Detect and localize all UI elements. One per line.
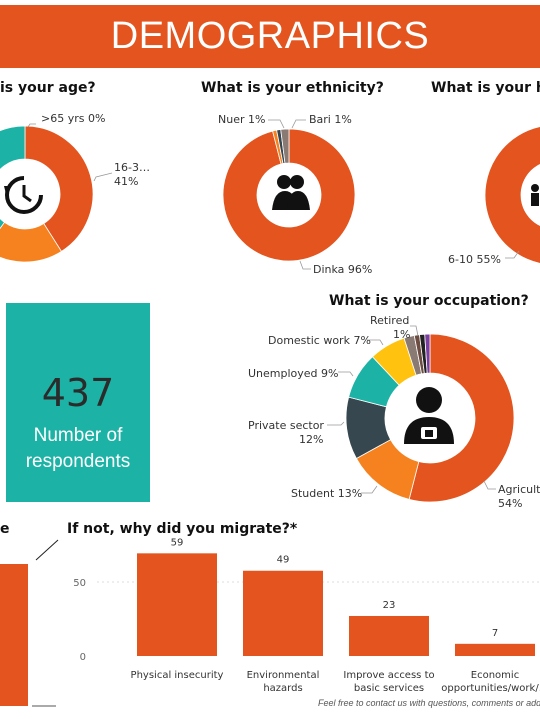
person-body (531, 193, 539, 206)
occupation-leader-domestic (367, 339, 384, 346)
people-head-2 (290, 175, 304, 189)
ethnicity-label-bari: Bari 1% (309, 113, 352, 126)
left-bar (0, 564, 28, 706)
person-icon (531, 184, 539, 206)
bar-category-3-1: opportunities/work/… (441, 683, 540, 694)
worker-head (416, 387, 442, 413)
age-chart-title: is your age? (0, 80, 96, 96)
occupation-label-domestic: Domestic work 7% (268, 334, 371, 347)
occupation-label-retired: Retired (370, 314, 410, 327)
worker-icon (404, 387, 454, 444)
occupation-leader-unemployed (338, 371, 354, 377)
occupation-label-retired-pct: 1% (393, 328, 411, 341)
occupation-leader-agriculture (483, 480, 496, 490)
people-icon (272, 175, 310, 210)
bar-category-0-0: Physical insecurity (131, 670, 224, 681)
left-chart-diagonal (35, 539, 59, 561)
occupation-label-student: Student 13% (291, 487, 363, 500)
worker-bag-inner (425, 430, 433, 437)
age-label-16-3: 16-3… (114, 161, 150, 174)
bar-0 (137, 553, 217, 656)
clock-arrow (4, 186, 12, 194)
respondents-card: 437 Number of respondents (6, 303, 150, 502)
migration-chart-title: If not, why did you migrate?* (67, 521, 298, 537)
clock-hands (22, 185, 32, 203)
ethnicity-leader-dinka (299, 260, 311, 270)
household-label-6-10: 6-10 55% (448, 253, 501, 266)
people-head-1 (277, 175, 291, 189)
bar-category-2-1: basic services (354, 683, 424, 694)
bar-1 (243, 570, 323, 656)
people-body-2 (287, 191, 310, 210)
respondents-label-line1: Number of (33, 425, 123, 446)
occupation-leader-private (327, 421, 345, 426)
respondents-label: Number of respondents (6, 423, 150, 475)
footer-note: Feel free to contact us with questions, … (318, 698, 540, 708)
occupation-leader-retired (410, 325, 419, 337)
person-head (531, 184, 539, 192)
clock-icon (4, 176, 43, 214)
left-bar-chart-title: e (0, 521, 10, 537)
bar-value-3: 7 (492, 628, 498, 639)
title-banner: DEMOGRAPHICS (0, 5, 540, 68)
age-slice-1 (0, 221, 62, 263)
occupation-slice-8 (424, 333, 431, 374)
bar-category-3-0: Economic (471, 670, 519, 681)
bar-category-1-0: Environmental (247, 670, 320, 681)
bar-category-1-1: hazards (263, 683, 302, 694)
age-leader-65 (27, 123, 36, 128)
household-chart-title: What is your h (431, 80, 540, 96)
bar-category-2-0: Improve access to (343, 670, 434, 681)
occupation-label-private: Private sector (248, 419, 324, 432)
respondents-count: 437 (41, 371, 115, 415)
ethnicity-slice-0 (222, 128, 356, 262)
age-slice-0 (24, 125, 94, 252)
occupation-leader-student (361, 485, 378, 494)
occupation-label-agriculture-pct: 54% (498, 497, 523, 510)
age-label-41pct: 41% (114, 175, 139, 188)
bar-value-0: 59 (171, 537, 184, 548)
household-leader (505, 250, 520, 259)
page-title: DEMOGRAPHICS (110, 15, 430, 57)
ethnicity-leader-bari (291, 119, 306, 129)
ethnicity-leader-nuer (268, 119, 285, 129)
occupation-label-unemployed: Unemployed 9% (248, 367, 339, 380)
respondents-label-line2: respondents (25, 451, 131, 472)
bar-2 (349, 615, 429, 656)
ethnicity-slice-3 (280, 128, 290, 164)
occupation-label-private-pct: 12% (299, 433, 324, 446)
ethnicity-label-dinka: Dinka 96% (313, 263, 373, 276)
age-slice-2 (0, 125, 26, 230)
occupation-label-agriculture: Agricultu (498, 483, 540, 496)
ethnicity-label-nuer: Nuer 1% (218, 113, 266, 126)
bar-value-2: 23 (383, 600, 396, 611)
clock-ring (5, 176, 43, 214)
bar-value-1: 49 (277, 555, 290, 566)
household-slice-0 (484, 126, 540, 264)
y-tick-50: 50 (73, 578, 86, 589)
age-label-65plus: >65 yrs 0% (41, 112, 106, 125)
age-leader-16 (93, 172, 113, 182)
y-tick-0: 0 (80, 652, 86, 663)
occupation-chart-title: What is your occupation? (329, 293, 529, 309)
ethnicity-chart-title: What is your ethnicity? (201, 80, 384, 96)
bar-3 (455, 643, 535, 656)
occupation-slice-0 (408, 333, 515, 503)
